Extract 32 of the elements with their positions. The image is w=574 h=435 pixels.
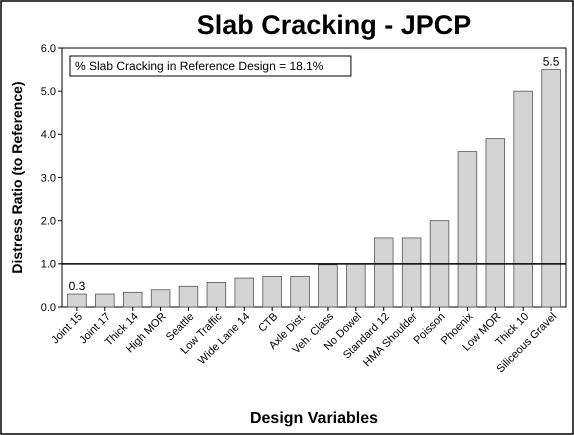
- annotation: % Slab Cracking in Reference Design = 18.1%: [75, 59, 324, 73]
- bar: [178, 286, 198, 308]
- y-tick-label: 1.0: [40, 258, 56, 271]
- bar: [430, 220, 450, 308]
- y-tick-label: 6.0: [40, 42, 56, 55]
- bar: [122, 292, 142, 308]
- y-tick-label: 2.0: [40, 216, 56, 228]
- bar: [150, 289, 170, 308]
- y-tick-label: 3.0: [40, 172, 56, 184]
- bar: [234, 278, 254, 308]
- data-label: 5.5: [542, 54, 560, 69]
- bar: [346, 263, 366, 308]
- x-axis-title: Design Variables: [250, 410, 378, 427]
- y-axis-title: Distress Ratio (to Reference): [9, 81, 25, 274]
- bar: [67, 294, 87, 308]
- y-tick-label: 0.0: [40, 302, 56, 314]
- y-tick-label: 4.0: [40, 129, 56, 142]
- bar: [318, 264, 338, 308]
- bar: [513, 90, 533, 308]
- bar: [458, 151, 478, 308]
- bar: [541, 69, 561, 308]
- bar: [95, 294, 115, 308]
- data-label: 0.3: [68, 279, 86, 294]
- bar: [402, 238, 422, 308]
- bar: [486, 138, 506, 308]
- chart-title: Slab Cracking - JPCP: [196, 10, 472, 40]
- bar: [374, 238, 394, 308]
- y-tick-label: 5.0: [40, 86, 56, 98]
- bar: [206, 282, 226, 308]
- x-tick-label: CTB: [256, 310, 280, 335]
- bar: [290, 276, 310, 308]
- bar: [262, 276, 282, 308]
